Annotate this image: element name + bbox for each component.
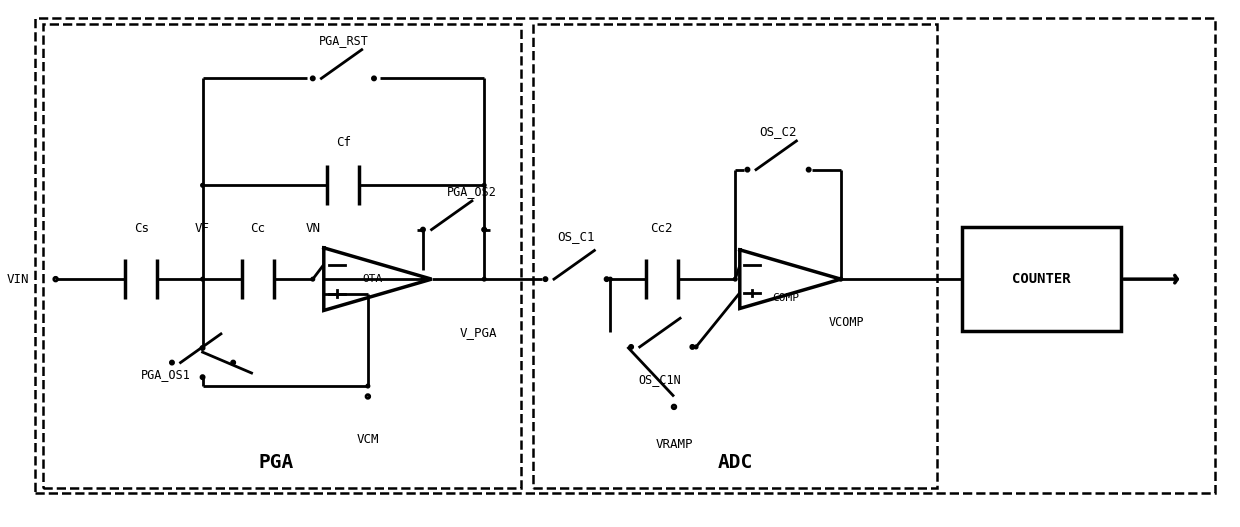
Text: VN: VN [305, 222, 320, 235]
Text: PGA_OS2: PGA_OS2 [446, 186, 497, 198]
Text: VCOMP: VCOMP [830, 316, 864, 329]
Text: Cc2: Cc2 [651, 222, 673, 235]
Text: Cf: Cf [336, 136, 351, 149]
Circle shape [482, 228, 486, 231]
Circle shape [170, 361, 174, 364]
Circle shape [746, 168, 749, 171]
Bar [962, 227, 1121, 331]
Circle shape [422, 277, 425, 281]
Text: Cs: Cs [134, 222, 149, 235]
Circle shape [201, 183, 205, 187]
Text: OS_C2: OS_C2 [759, 125, 797, 139]
Circle shape [482, 228, 486, 231]
Text: PGA_RST: PGA_RST [319, 34, 368, 47]
Bar [533, 24, 937, 487]
Text: OS_C1N: OS_C1N [637, 373, 681, 386]
Text: COUNTER: COUNTER [1012, 272, 1070, 286]
Text: OS_C1: OS_C1 [557, 230, 595, 242]
Circle shape [691, 345, 694, 348]
Text: PGA: PGA [258, 453, 294, 472]
Text: COMP: COMP [773, 293, 800, 303]
Text: VRAMP: VRAMP [655, 438, 693, 451]
Circle shape [422, 228, 424, 231]
Circle shape [694, 345, 698, 349]
Circle shape [609, 277, 613, 281]
Text: V_PGA: V_PGA [459, 326, 497, 339]
Circle shape [372, 77, 376, 80]
Circle shape [482, 183, 486, 187]
Circle shape [311, 77, 314, 80]
Circle shape [733, 277, 737, 281]
Circle shape [630, 345, 632, 348]
Circle shape [807, 168, 810, 171]
Text: VCM: VCM [357, 433, 379, 446]
Text: PGA_OS1: PGA_OS1 [140, 368, 190, 381]
Text: VF: VF [195, 222, 210, 235]
Circle shape [232, 361, 234, 364]
Circle shape [605, 278, 608, 281]
Circle shape [482, 277, 486, 281]
Circle shape [53, 277, 57, 281]
Circle shape [366, 395, 370, 398]
Circle shape [201, 346, 205, 349]
Circle shape [544, 278, 547, 281]
Circle shape [672, 405, 676, 409]
Circle shape [311, 277, 315, 281]
Bar [43, 24, 521, 487]
Text: ADC: ADC [718, 453, 753, 472]
Circle shape [839, 277, 843, 281]
Circle shape [201, 376, 205, 379]
Text: Cc: Cc [250, 222, 265, 235]
Text: VIN: VIN [6, 272, 29, 286]
Text: OTA: OTA [362, 274, 383, 284]
Circle shape [366, 384, 370, 388]
Circle shape [201, 277, 205, 281]
